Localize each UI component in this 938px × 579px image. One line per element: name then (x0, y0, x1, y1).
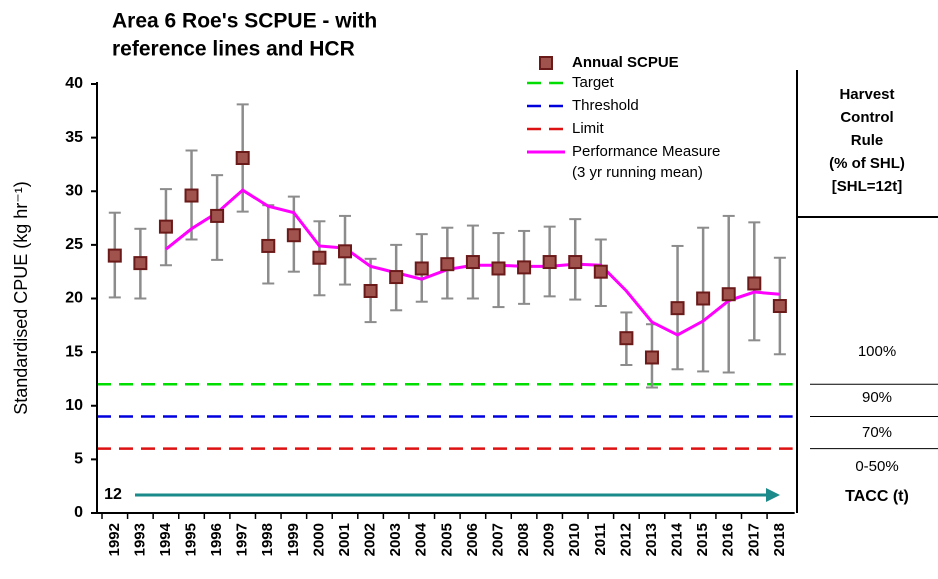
x-tick-label: 2000 (310, 523, 327, 556)
marker (363, 283, 378, 298)
chart-title: Area 6 Roe's SCPUE - with (112, 10, 377, 33)
x-tick-label: 2011 (592, 523, 609, 556)
x-tick-label: 2006 (464, 523, 481, 556)
marker (721, 287, 736, 302)
x-tick-label: 1999 (285, 523, 302, 556)
marker (670, 301, 685, 316)
marker (747, 276, 762, 291)
y-tick-label: 15 (65, 343, 83, 360)
marker (184, 188, 199, 203)
y-tick-label: 0 (74, 504, 83, 521)
legend-label: Performance Measure (572, 143, 720, 160)
marker (696, 291, 711, 306)
y-tick-label: 35 (65, 129, 83, 146)
x-tick-label: 2013 (643, 523, 660, 556)
marker (389, 270, 404, 285)
marker (465, 255, 480, 270)
x-tick-label: 2012 (617, 523, 634, 556)
x-tick-label: 2010 (566, 523, 583, 556)
hcr-header: [SHL=12t] (832, 178, 902, 195)
x-tick-label: 1992 (106, 523, 123, 556)
hcr-header: Rule (851, 132, 884, 149)
marker (235, 151, 250, 166)
x-tick-label: 2004 (413, 522, 430, 556)
marker (440, 257, 455, 272)
marker (286, 228, 301, 243)
marker (107, 248, 122, 263)
hcr-row: 100% (858, 343, 896, 360)
x-tick-label: 1998 (259, 523, 276, 556)
x-tick-label: 2001 (336, 523, 353, 556)
x-tick-label: 1994 (157, 522, 174, 556)
x-tick-label: 1993 (131, 523, 148, 556)
legend-note: (3 yr running mean) (572, 164, 703, 181)
x-tick-label: 2002 (362, 523, 379, 556)
x-tick-label: 2007 (489, 523, 506, 556)
hcr-row: 70% (862, 424, 892, 441)
marker (542, 255, 557, 270)
x-tick-label: 2016 (720, 523, 737, 556)
x-tick-label: 1997 (234, 523, 251, 556)
y-tick-label: 30 (65, 182, 83, 199)
marker (312, 250, 327, 265)
legend-label: Threshold (572, 97, 639, 114)
marker (210, 208, 225, 223)
y-tick-label: 20 (65, 290, 83, 307)
y-tick-label: 5 (74, 451, 83, 468)
y-tick-label: 25 (65, 236, 83, 253)
x-tick-label: 2003 (387, 523, 404, 556)
marker (158, 219, 173, 234)
x-tick-label: 2018 (771, 523, 788, 556)
hcr-header: (% of SHL) (829, 155, 905, 172)
marker (593, 264, 608, 279)
marker (491, 261, 506, 276)
legend-label: Limit (572, 120, 605, 137)
marker (261, 238, 276, 253)
hcr-header: Harvest (839, 86, 894, 103)
marker (619, 331, 634, 346)
chart-title: reference lines and HCR (112, 38, 355, 61)
legend-marker (539, 56, 553, 70)
x-tick-label: 2008 (515, 523, 532, 556)
y-tick-label: 40 (65, 75, 83, 92)
tacc-arrowhead (766, 488, 780, 502)
marker (568, 255, 583, 270)
hcr-row: 0-50% (855, 458, 898, 475)
marker (133, 256, 148, 271)
x-tick-label: 1996 (208, 523, 225, 556)
x-tick-label: 2005 (438, 523, 455, 556)
marker (772, 299, 787, 314)
x-tick-label: 2014 (669, 522, 686, 556)
tacc-label: TACC (t) (845, 488, 909, 505)
legend-label: Annual SCPUE (572, 54, 679, 71)
legend-label: Target (572, 74, 615, 91)
hcr-row: 90% (862, 389, 892, 406)
x-tick-label: 2015 (694, 523, 711, 556)
marker (414, 261, 429, 276)
y-tick-label: 10 (65, 397, 83, 414)
x-tick-label: 2009 (541, 523, 558, 556)
x-tick-label: 1995 (182, 523, 199, 556)
x-tick-label: 2017 (745, 523, 762, 556)
marker (517, 260, 532, 275)
hcr-header: Control (840, 109, 893, 126)
tacc-value: 12 (104, 486, 122, 503)
marker (338, 244, 353, 259)
y-axis-label: Standardised CPUE (kg hr⁻¹) (11, 181, 31, 415)
marker (644, 350, 659, 365)
